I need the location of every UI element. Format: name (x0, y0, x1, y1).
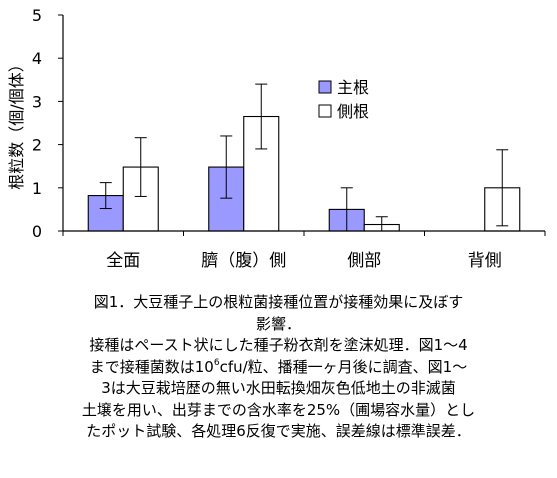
y-tick-label: 5 (32, 6, 42, 25)
caption-line: 影響． (255, 314, 301, 333)
caption-line: たポット試験、各処理6反復で実施、誤差線は標準誤差． (86, 422, 471, 440)
bars (87, 115, 521, 232)
x-axis: 全面 臍（腹）側 側部 背側 (62, 230, 546, 271)
figure-caption: 図1．大豆種子上の根粒菌接種位置が接種効果に及ぼす 影響． 接種はペースト状にし… (0, 292, 557, 443)
y-axis-label-group: 根粒数（個/個体） (7, 56, 26, 189)
y-axis-label: 根粒数（個/個体） (7, 56, 26, 189)
x-tick-label: 背側 (468, 251, 502, 271)
caption-line: 3は大豆栽培歴の無い水田転換畑灰色低地土の非滅菌 (101, 379, 456, 397)
legend-swatch (318, 104, 332, 118)
legend-label: 側根 (337, 102, 369, 121)
x-tick-label: 全面 (106, 251, 140, 271)
caption-text: まで接種菌数は10 (89, 357, 214, 376)
caption-line: まで接種菌数は106cfu/粒、播種一ヶ月後に調査、図1～ (0, 357, 557, 379)
caption-text: cfu/粒、播種一ヶ月後に調査、図1～ (219, 357, 468, 376)
x-tick-label: 側部 (347, 251, 381, 271)
error-bars (99, 83, 509, 232)
legend-label: 主根 (337, 78, 369, 97)
legend-swatch (318, 80, 332, 94)
y-tick-label: 2 (32, 136, 42, 155)
caption-superscript: 6 (213, 357, 220, 368)
y-tick-label: 3 (32, 92, 42, 111)
y-tick-label: 0 (32, 222, 42, 241)
y-tick-label: 4 (32, 49, 42, 68)
y-axis: 0 1 2 3 4 5 (32, 6, 64, 241)
caption-line: 接種はペースト状にした種子粉衣剤を塗沫処理．図1～4 (89, 336, 468, 354)
x-tick-label: 臍（腹）側 (201, 251, 286, 271)
caption-line: 土壌を用い、出芽までの含水率を25%（圃場容水量）とし (81, 400, 476, 419)
caption-line: 図1．大豆種子上の根粒菌接種位置が接種効果に及ぼす (93, 293, 464, 311)
y-tick-label: 1 (32, 179, 42, 198)
